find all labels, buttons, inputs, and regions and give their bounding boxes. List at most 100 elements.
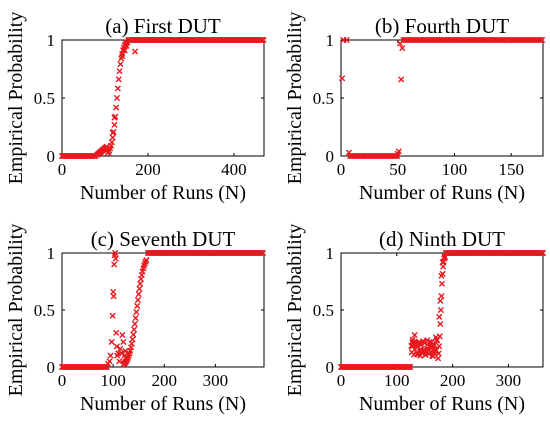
data-point — [117, 61, 124, 68]
x-axis-label: Number of Runs (N) — [80, 182, 246, 204]
y-axis-label: Empirical Probability — [284, 224, 306, 397]
data-point — [407, 364, 414, 370]
data-point — [110, 288, 117, 295]
chart-title: (a) First DUT — [105, 14, 221, 38]
data-point — [437, 321, 444, 327]
data-point — [111, 114, 118, 121]
data-point — [435, 350, 442, 357]
chart-title: (c) Seventh DUT — [91, 227, 236, 251]
plot-area — [61, 39, 265, 157]
data-point — [114, 95, 120, 101]
y-tick-label: 0 — [47, 358, 56, 377]
data-point — [258, 250, 265, 256]
data-point — [431, 342, 438, 349]
data-point — [539, 37, 545, 43]
data-point — [119, 332, 126, 338]
chart-panel-4: (d) Ninth DUT 0 100 200 300 0 0.5 1 Number of Ru… — [284, 224, 546, 415]
data-point — [119, 53, 126, 60]
data-point — [436, 343, 443, 350]
x-tick-label: 0 — [337, 371, 346, 390]
data-point — [437, 307, 444, 313]
data-point — [434, 336, 440, 343]
data-point — [132, 48, 138, 55]
data-point — [123, 354, 130, 361]
data-point — [130, 331, 137, 338]
x-tick-label: 0 — [58, 160, 67, 179]
data-point — [397, 40, 403, 47]
data-point — [116, 68, 123, 75]
data-point — [537, 37, 544, 43]
data-point — [113, 104, 120, 111]
data-point — [411, 332, 418, 338]
data-point — [116, 358, 123, 365]
x-tick-label: 0 — [337, 160, 346, 179]
data-point — [137, 280, 144, 287]
data-point — [108, 139, 115, 146]
y-tick-label: 0 — [326, 358, 335, 377]
x-tick-label: 150 — [498, 160, 524, 179]
x-tick-label: 300 — [496, 371, 522, 390]
data-point — [439, 280, 445, 287]
chart-panel-1: (a) First DUT 0 200 400 0 0.5 1 Number of Runs … — [5, 12, 267, 204]
data-point — [121, 47, 128, 54]
x-axis-label: Number of Runs (N) — [359, 182, 525, 204]
x-tick-label: 50 — [389, 160, 406, 179]
x-tick-label: 0 — [58, 371, 67, 390]
data-point — [135, 297, 141, 303]
data-point — [115, 76, 122, 83]
data-point — [109, 134, 116, 141]
data-point — [108, 339, 115, 345]
data-point — [439, 259, 446, 266]
chart-title: (b) Fourth DUT — [375, 14, 509, 38]
y-tick-label: 0.5 — [313, 89, 334, 108]
data-point — [259, 37, 266, 43]
data-point — [438, 272, 445, 279]
chart-panel-3: (c) Seventh DUT 0 100 200 300 0 0.5 1 Number of … — [5, 224, 266, 415]
y-tick-label: 1 — [326, 244, 335, 263]
data-point — [135, 291, 142, 298]
data-point — [112, 250, 119, 256]
data-point — [109, 312, 116, 319]
data-point — [114, 85, 121, 92]
data-point — [435, 355, 441, 362]
data-point — [113, 343, 120, 350]
plot-area — [340, 252, 544, 368]
y-axis-label: Empirical Probability — [5, 12, 27, 185]
x-tick-label: 400 — [221, 160, 247, 179]
data-point — [260, 250, 266, 256]
x-tick-label: 200 — [135, 160, 161, 179]
x-tick-label: 100 — [100, 371, 126, 390]
data-point — [136, 285, 143, 292]
data-point — [438, 293, 445, 299]
data-point — [123, 42, 130, 49]
data-point — [132, 315, 139, 321]
data-point — [143, 257, 150, 263]
x-tick-label: 200 — [440, 371, 466, 390]
data-point — [346, 149, 352, 156]
data-point — [109, 129, 116, 136]
x-tick-label: 300 — [203, 371, 229, 390]
y-tick-label: 1 — [47, 31, 56, 50]
data-point — [440, 263, 447, 270]
data-point — [134, 303, 141, 309]
data-point — [110, 293, 117, 300]
data-point — [437, 297, 444, 304]
x-axis-label: Number of Runs (N) — [80, 393, 246, 415]
y-tick-label: 0.5 — [313, 301, 334, 320]
data-point — [111, 261, 118, 268]
data-point — [131, 326, 138, 333]
y-tick-label: 0.5 — [34, 89, 55, 108]
data-point — [399, 45, 406, 52]
data-point — [106, 358, 113, 365]
data-point — [129, 336, 136, 343]
y-tick-label: 0 — [326, 147, 335, 166]
y-tick-label: 0.5 — [34, 301, 55, 320]
data-point — [538, 250, 545, 256]
data-point — [430, 353, 437, 360]
x-axis-label: Number of Runs (N) — [359, 393, 525, 415]
data-point — [107, 352, 114, 359]
chart-title: (d) Ninth DUT — [379, 227, 505, 251]
data-point — [133, 309, 140, 315]
y-axis-label: Empirical Probability — [284, 12, 306, 185]
